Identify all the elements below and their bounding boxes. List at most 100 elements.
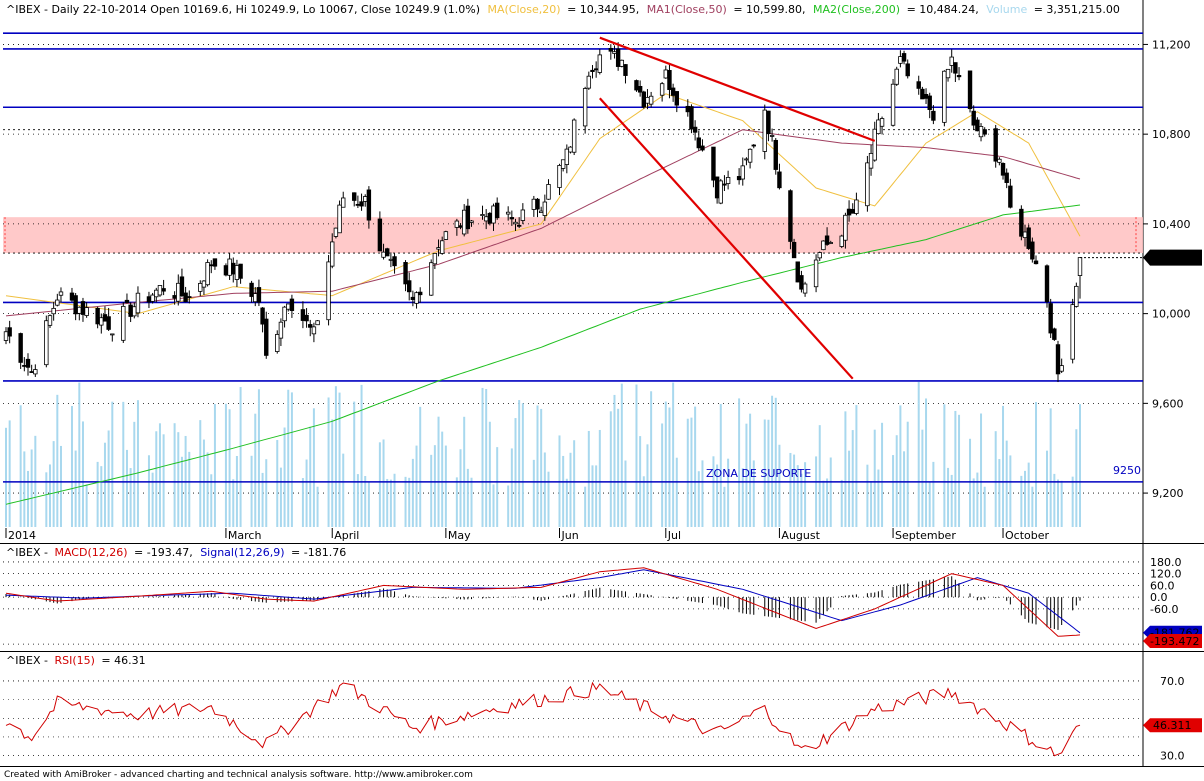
candle-down xyxy=(487,212,493,224)
candle-down xyxy=(670,87,676,96)
volume-bar xyxy=(459,449,462,527)
candle-down xyxy=(300,309,306,321)
volume-bar xyxy=(199,420,202,527)
candle-down xyxy=(509,217,515,220)
candle-down xyxy=(377,218,383,252)
volume-bar xyxy=(818,425,821,527)
candle-down xyxy=(773,139,778,170)
candle-up xyxy=(744,158,749,161)
candle-up xyxy=(648,95,654,105)
candle-up xyxy=(315,320,320,326)
candle-down xyxy=(106,316,111,330)
signal-label: Signal(12,26,9) xyxy=(200,546,284,559)
candle-up xyxy=(47,315,53,326)
candle-down xyxy=(637,86,643,93)
volume-bar xyxy=(569,452,572,527)
volume-bar xyxy=(719,403,722,527)
y-tick-label: 10,800 xyxy=(1152,128,1191,141)
candle-down xyxy=(410,296,416,300)
volume-bar xyxy=(983,486,986,527)
y-tick-label: 9,600 xyxy=(1152,397,1184,410)
candle-down xyxy=(407,280,412,293)
volume-bar xyxy=(980,413,983,527)
volume-bar xyxy=(675,457,678,527)
volume-bar xyxy=(155,431,158,527)
volume-bar xyxy=(382,439,385,527)
candle-up xyxy=(33,369,38,375)
candle-down xyxy=(29,371,34,373)
volume-bar xyxy=(386,478,389,527)
ma50-value: = 10,599.80, xyxy=(733,3,805,16)
volume-bar xyxy=(620,383,623,527)
volume-bar xyxy=(316,486,319,527)
candle-down xyxy=(751,144,756,147)
volume-bar xyxy=(85,484,88,527)
candle-up xyxy=(659,83,665,96)
volume-bar xyxy=(789,452,792,527)
candle-up xyxy=(414,292,419,304)
candle-down xyxy=(1026,227,1031,249)
volume-bar xyxy=(228,409,231,527)
volume-bar xyxy=(404,476,407,527)
candle-up xyxy=(278,321,284,339)
volume-bar xyxy=(532,459,535,527)
volume-bar xyxy=(1005,440,1008,527)
volume-bar xyxy=(870,481,873,527)
candle-up xyxy=(275,334,280,352)
candle-down xyxy=(634,80,639,91)
macd-value-label: -193.472 xyxy=(1150,635,1199,648)
candle-down xyxy=(850,209,855,214)
volume-bar xyxy=(1002,405,1005,527)
volume-bar xyxy=(510,448,513,527)
volume-bar xyxy=(1035,401,1038,527)
candle-up xyxy=(234,265,240,280)
candle-down xyxy=(355,203,361,206)
rsi-panel: 70.0 30.0 46.311 xyxy=(3,675,1202,763)
candle-down xyxy=(128,304,133,317)
volume-bar xyxy=(353,401,356,527)
volume-bar xyxy=(565,478,568,527)
volume-bar xyxy=(100,466,103,527)
candle-up xyxy=(99,317,104,326)
volume-bar xyxy=(23,451,26,527)
volume-bar xyxy=(338,392,341,527)
volume-bar xyxy=(917,381,920,527)
volume-bar xyxy=(749,413,752,527)
volume-bar xyxy=(1075,429,1078,527)
candle-up xyxy=(619,59,625,67)
volume-bar xyxy=(752,460,755,527)
candle-up xyxy=(894,68,899,85)
candle-down xyxy=(223,265,229,276)
volume-bar xyxy=(305,459,308,527)
candle-down xyxy=(975,119,980,132)
candle-up xyxy=(286,303,291,310)
volume-bar xyxy=(59,445,62,527)
candle-down xyxy=(1030,241,1035,260)
candle-up xyxy=(1059,365,1064,372)
main-header: ^IBEX - Daily 22-10-2014 Open 10169.6, H… xyxy=(6,3,1120,16)
volume-bar xyxy=(45,472,48,527)
candle-down xyxy=(249,282,254,297)
volume-bar xyxy=(866,464,869,527)
volume-bar xyxy=(1031,486,1034,527)
volume-bar xyxy=(943,404,946,527)
trend-line-0 xyxy=(599,36,876,142)
candle-up xyxy=(531,198,537,210)
volume-bar xyxy=(947,467,950,527)
volume-bar xyxy=(877,469,880,527)
volume-bar xyxy=(239,387,242,527)
macd-tick-label: 60.0 xyxy=(1150,579,1175,592)
volume-bar xyxy=(712,456,715,527)
candle-down xyxy=(403,262,408,285)
volume-bar xyxy=(925,398,928,527)
candle-up xyxy=(945,68,951,79)
volume-bar xyxy=(587,430,590,527)
volume-bar xyxy=(444,445,447,527)
main-panel-bg xyxy=(3,0,1143,543)
volume-bar xyxy=(279,467,282,527)
volume-bar xyxy=(840,479,843,527)
candle-down xyxy=(179,276,185,297)
volume-bar xyxy=(254,413,257,527)
candle-down xyxy=(69,292,75,301)
volume-bar xyxy=(455,477,458,527)
